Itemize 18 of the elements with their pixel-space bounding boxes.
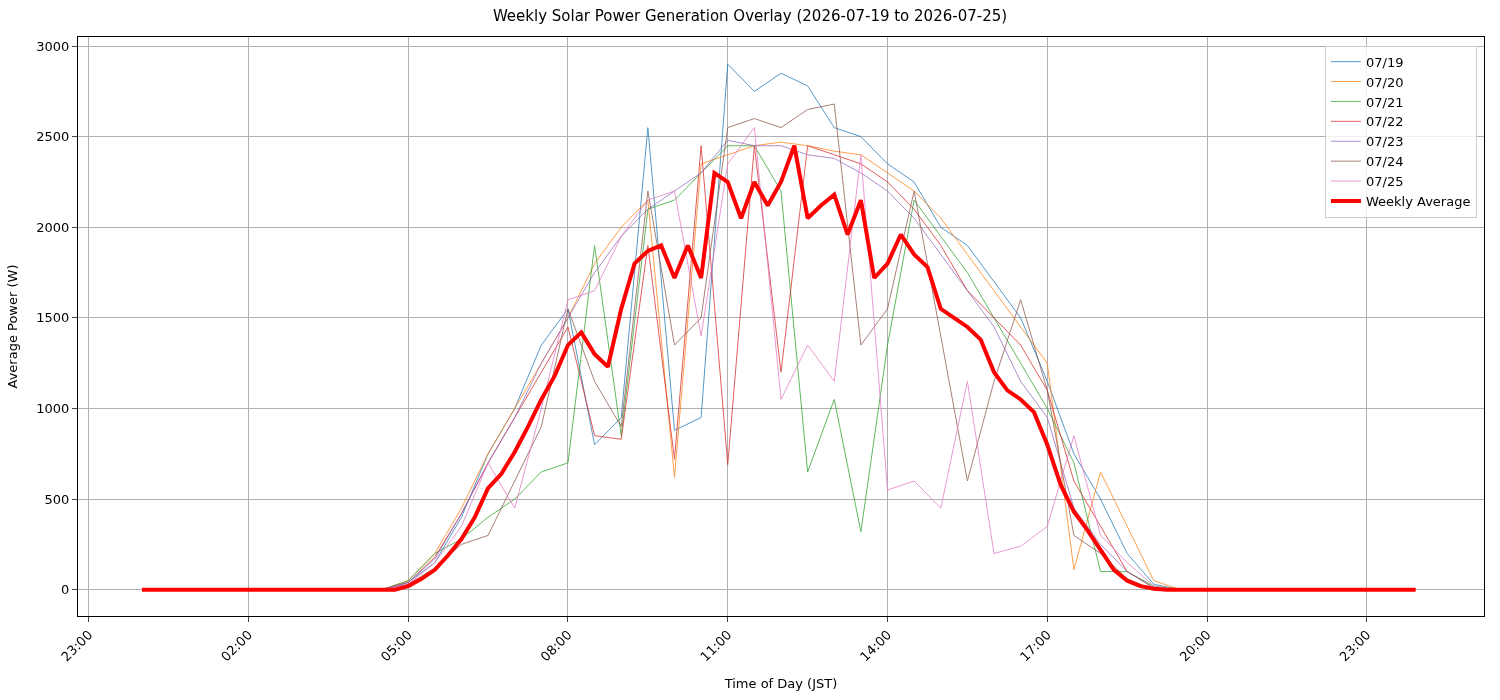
y-axis-title: Average Power (W) xyxy=(5,264,21,389)
legend-label: 07/20 xyxy=(1365,74,1404,90)
legend-label: 07/21 xyxy=(1365,94,1404,110)
x-axis-title: Time of Day (JST) xyxy=(723,675,838,691)
y-tick-label: 500 xyxy=(44,491,70,507)
y-tick-label: 2500 xyxy=(36,129,70,145)
y-tick-label: 1500 xyxy=(36,310,70,326)
legend-label: 07/24 xyxy=(1365,154,1404,170)
y-tick-label: 0 xyxy=(61,582,70,598)
legend-label: 07/19 xyxy=(1365,54,1404,70)
legend-label: 07/23 xyxy=(1365,134,1404,150)
legend-label: 07/22 xyxy=(1365,114,1404,130)
y-tick-label: 1000 xyxy=(36,401,70,417)
legend-label: Weekly Average xyxy=(1365,194,1471,210)
legend-label: 07/25 xyxy=(1365,174,1404,190)
y-tick-label: 3000 xyxy=(36,38,70,54)
y-tick-label: 2000 xyxy=(36,219,70,235)
chart-title: Weekly Solar Power Generation Overlay (2026-07-19 to 2026-07-25) xyxy=(492,7,1008,25)
